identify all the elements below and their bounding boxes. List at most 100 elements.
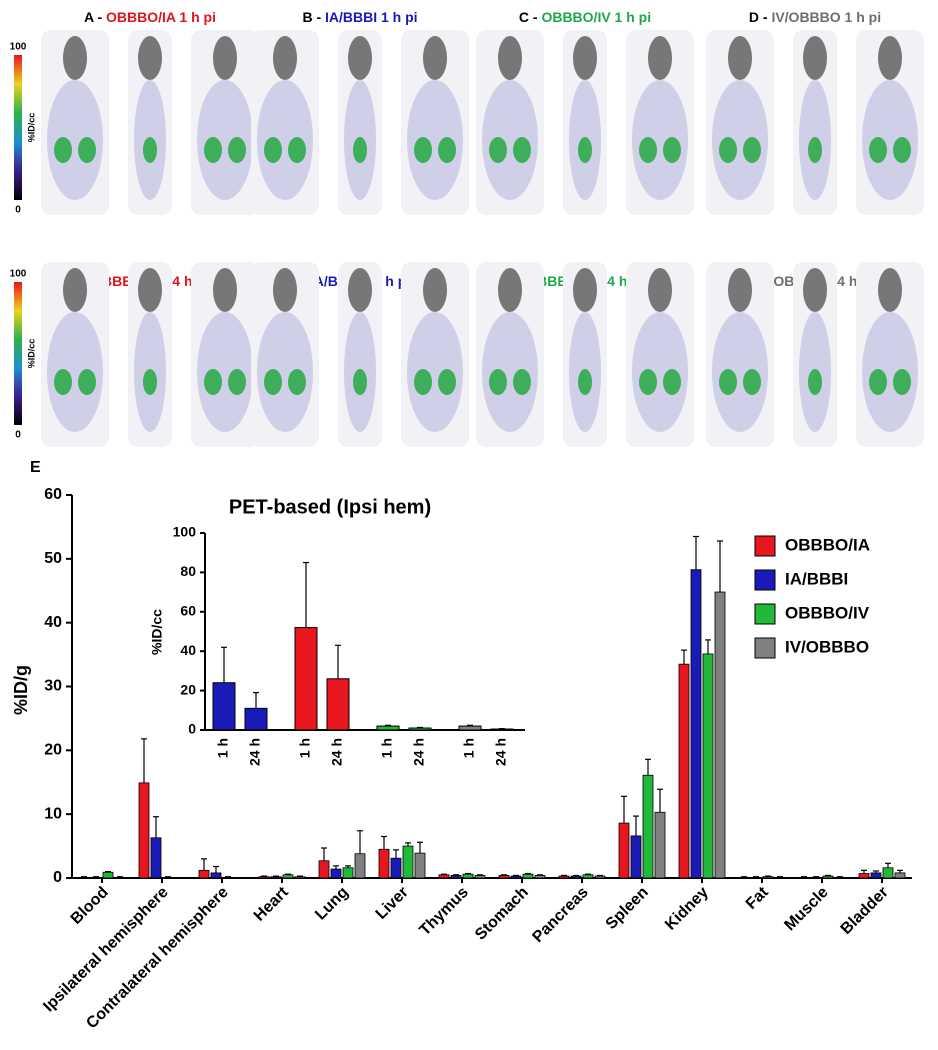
colorbar-min: 0 xyxy=(15,205,21,216)
kidney-signal xyxy=(288,137,306,163)
bar xyxy=(78,876,90,879)
bar xyxy=(378,848,390,879)
mouse-head xyxy=(573,268,597,312)
kidney-signal xyxy=(869,369,887,395)
bar xyxy=(690,569,702,879)
mouse-head xyxy=(273,36,297,80)
bar xyxy=(702,653,714,879)
bar xyxy=(582,874,594,879)
mouse-head xyxy=(878,36,902,80)
y-tick-label: 40 xyxy=(180,642,196,658)
kidney-signal xyxy=(414,137,432,163)
panel-letter: A - xyxy=(84,9,102,25)
x-tick-label: Thymus xyxy=(416,884,471,939)
bar xyxy=(408,727,432,731)
bar xyxy=(222,876,234,879)
y-tick-label: 0 xyxy=(53,869,62,886)
kidney-signal xyxy=(264,369,282,395)
bar xyxy=(642,774,654,879)
bar xyxy=(294,876,306,879)
kidney-signal xyxy=(639,369,657,395)
bar xyxy=(474,875,486,879)
colorbar-label: %ID/cc xyxy=(26,113,36,143)
bar xyxy=(354,853,366,879)
colorbar-max: 100 xyxy=(10,42,27,53)
bar xyxy=(294,627,318,731)
bar xyxy=(822,875,834,879)
bar xyxy=(510,875,522,879)
bar xyxy=(318,860,330,879)
mouse-body xyxy=(712,80,768,200)
mouse-head xyxy=(348,268,372,312)
y-tick-label: 20 xyxy=(44,742,62,759)
x-tick-label: 1 h xyxy=(215,738,231,758)
kidney-signal xyxy=(893,369,911,395)
kidney-signal xyxy=(489,137,507,163)
legend-label: IV/OBBBO xyxy=(785,637,869,656)
bar xyxy=(150,837,162,879)
kidney-signal xyxy=(578,137,592,163)
panel-letter: C - xyxy=(519,9,538,25)
kidney-signal xyxy=(438,137,456,163)
y-tick-label: 50 xyxy=(44,550,62,567)
kidney-signal xyxy=(489,369,507,395)
mouse-body xyxy=(482,80,538,200)
bar xyxy=(326,678,350,731)
y-tick-label: 40 xyxy=(44,614,62,631)
x-tick-label: 24 h xyxy=(247,738,263,766)
mouse-head xyxy=(648,36,672,80)
kidney-signal xyxy=(893,137,911,163)
bar xyxy=(90,876,102,879)
mouse-head xyxy=(138,268,162,312)
legend-swatch xyxy=(754,637,776,659)
mouse-head xyxy=(573,36,597,80)
x-tick-label: 24 h xyxy=(329,738,345,766)
bar xyxy=(570,875,582,879)
mouse-head xyxy=(138,36,162,80)
panel-letter: D - xyxy=(749,9,768,25)
kidney-signal xyxy=(808,137,822,163)
kidney-signal xyxy=(78,137,96,163)
mouse-head xyxy=(273,268,297,312)
mouse-body xyxy=(47,312,103,432)
bar xyxy=(534,875,546,879)
bar xyxy=(762,876,774,879)
kidney-signal xyxy=(353,137,367,163)
bar xyxy=(882,867,894,879)
kidney-signal xyxy=(513,137,531,163)
mouse-head xyxy=(878,268,902,312)
y-axis-label: %ID/cc xyxy=(149,609,165,655)
kidney-signal xyxy=(719,137,737,163)
kidney-signal xyxy=(869,137,887,163)
colorbar-min: 0 xyxy=(15,430,21,441)
legend-swatch xyxy=(754,569,776,591)
x-tick-label: Kidney xyxy=(662,884,712,934)
bar xyxy=(654,811,666,879)
bar xyxy=(618,822,630,879)
mouse-head xyxy=(648,268,672,312)
y-tick-label: 20 xyxy=(180,681,196,697)
inset-title: PET-based (Ipsi hem) xyxy=(229,496,431,518)
x-tick-label: Ipsilateral hemisphere xyxy=(40,884,172,1016)
y-tick-label: 100 xyxy=(173,524,197,540)
mouse-head xyxy=(803,268,827,312)
bar xyxy=(138,782,150,879)
colorbar-label: %ID/cc xyxy=(26,339,36,369)
x-tick-label: 1 h xyxy=(297,738,313,758)
mouse-head xyxy=(498,268,522,312)
panel-label: E xyxy=(30,459,41,476)
panel-title: A - OBBBO/IA 1 h pi xyxy=(84,9,216,25)
kidney-signal xyxy=(578,369,592,395)
bar xyxy=(774,876,786,879)
bar xyxy=(114,876,126,879)
colorbar xyxy=(14,55,22,200)
mouse-head xyxy=(498,36,522,80)
mouse-body xyxy=(862,312,918,432)
bar xyxy=(414,852,426,879)
kidney-signal xyxy=(513,369,531,395)
x-tick-label: 24 h xyxy=(493,738,509,766)
panel-title: D - IV/OBBBO 1 h pi xyxy=(749,9,881,25)
bar xyxy=(330,868,342,879)
y-tick-label: 60 xyxy=(44,486,62,503)
